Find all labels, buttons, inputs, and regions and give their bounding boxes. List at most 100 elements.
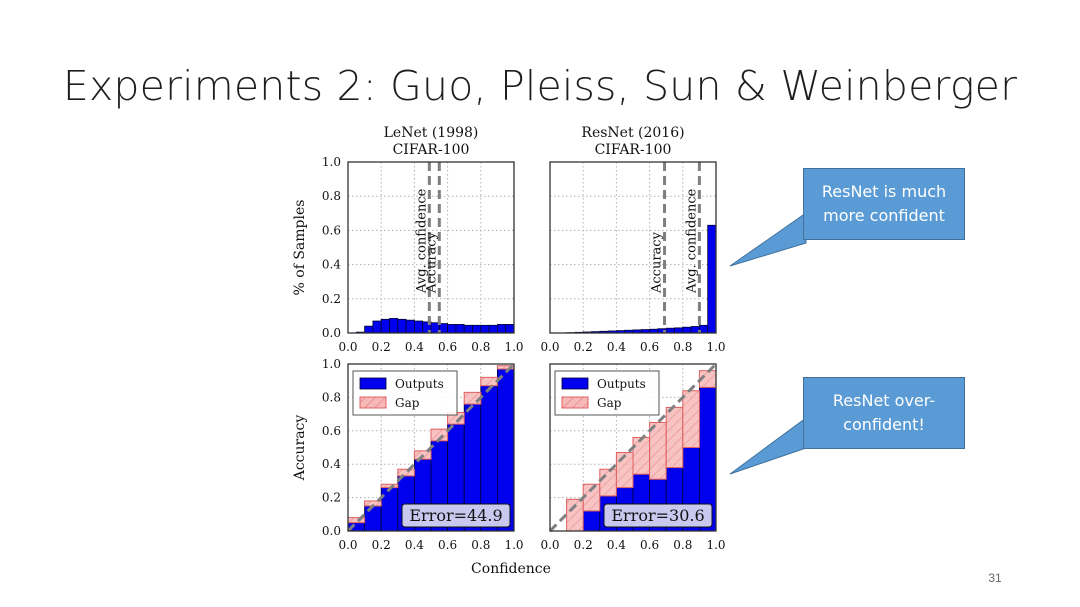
y-tick-label: 0.6 [322,424,341,438]
callout-resnet-overconfident: ResNet over- confident! [803,377,965,449]
y-axis-label: % of Samples [292,200,308,296]
y-axis-label: Accuracy [292,415,308,482]
legend-label-outputs: Outputs [597,377,646,391]
histogram-bar [372,320,382,334]
x-tick-label: 0.6 [438,538,457,552]
plot-frame [549,161,717,334]
y-tick-label: 0.2 [322,292,341,306]
error-annotation: Error=30.6 [611,506,704,525]
histogram-bar [447,324,457,334]
histogram-bar [682,326,692,334]
x-tick-label: 0.6 [640,538,659,552]
y-tick-label: 1.0 [322,155,341,169]
error-annotation-box [401,503,511,528]
error-annotation-box [603,503,713,528]
legend-swatch-gap [359,396,387,409]
gap-bar [649,421,667,480]
gap-bar [665,406,684,469]
x-tick-label: 0.0 [540,538,559,552]
plot-area [550,162,716,333]
legend-swatch-outputs [561,377,589,390]
x-tick-label: 0.2 [372,538,391,552]
y-tick-label: 0.6 [322,223,341,237]
error-annotation: Error=44.9 [409,506,502,525]
marker-label: Accuracy [424,231,439,294]
y-tick-label: 1.0 [322,357,341,371]
gap-bar [397,468,415,477]
y-tick-label: 0.0 [322,326,341,340]
gap-bar [599,468,617,497]
x-tick-label: 0.8 [673,538,692,552]
y-tick-label: 0.2 [322,491,341,505]
x-tick-label: 0.0 [338,538,357,552]
plot-frame [347,363,515,532]
callout-pointer-2 [729,417,807,475]
histogram-bar [665,327,675,334]
gap-bar [380,483,399,489]
slide-title: Experiments 2: Guo, Pleiss, Sun & Weinbe… [62,62,1018,110]
output-bar [582,510,601,532]
histogram-bar [496,324,507,334]
panel-subtitle: CIFAR-100 [393,142,470,158]
x-tick-label: 0.8 [471,538,490,552]
x-tick-label: 1.0 [706,340,725,354]
x-tick-label: 1.0 [706,538,725,552]
x-tick-label: 0.4 [607,538,626,552]
y-tick-label: 0.4 [322,258,341,272]
callout-resnet-confident: ResNet is much more confident [803,168,965,240]
gap-bar [480,376,498,387]
histogram-bar [380,318,390,334]
marker-label: Avg. confidence [414,188,429,294]
x-tick-label: 0.6 [640,340,659,354]
x-tick-label: 0.0 [338,340,357,354]
marker-label: Accuracy [650,231,665,294]
x-tick-label: 1.0 [504,340,523,354]
histogram-bar [707,224,717,334]
y-tick-label: 0.8 [322,390,341,404]
histogram-bar [364,325,374,334]
callout-pointer-1 [729,212,807,267]
histogram-bar [674,327,684,334]
panel-title: ResNet (2016) [581,125,684,141]
y-tick-label: 0.8 [322,189,341,203]
histogram-bar [389,318,399,334]
gap-bar [632,436,651,475]
callout-1-line1: ResNet is much [821,182,947,201]
histogram-bar [505,324,515,334]
legend-label-outputs: Outputs [395,377,444,391]
x-tick-label: 0.4 [405,340,424,354]
plot-area [348,162,514,333]
histogram-bar [480,324,490,334]
panel-title: LeNet (1998) [384,125,479,141]
x-tick-label: 0.2 [372,340,391,354]
perfect-calibration-line [346,362,516,533]
legend-swatch-gap [561,396,589,409]
histogram-bar [463,324,473,334]
legend-label-gap: Gap [395,396,420,410]
marker-label: Avg. confidence [684,188,699,294]
plot-frame [549,363,717,532]
perfect-calibration-line [548,362,718,533]
y-tick-label: 0.4 [322,457,341,471]
callout-2-line1: ResNet over- [832,391,936,410]
x-axis-label: Confidence [471,561,551,577]
histogram-bar [488,324,498,334]
histogram-bar [405,319,415,334]
legend-swatch-outputs [359,377,387,390]
x-tick-label: 0.6 [438,340,457,354]
y-tick-label: 0.0 [322,524,341,538]
histogram-bar [455,324,465,334]
page-number: 31 [988,571,1002,585]
callout-2-line2: confident! [843,415,925,434]
plot-frame [347,161,515,334]
x-tick-label: 0.0 [540,340,559,354]
callout-1-line2: more confident [823,206,945,225]
histogram-bar [397,318,407,334]
histogram-bar [413,320,424,334]
x-tick-label: 0.2 [574,340,593,354]
x-tick-label: 1.0 [504,538,523,552]
gap-bar [682,390,700,448]
panel-subtitle: CIFAR-100 [595,142,672,158]
x-tick-label: 0.8 [471,340,490,354]
